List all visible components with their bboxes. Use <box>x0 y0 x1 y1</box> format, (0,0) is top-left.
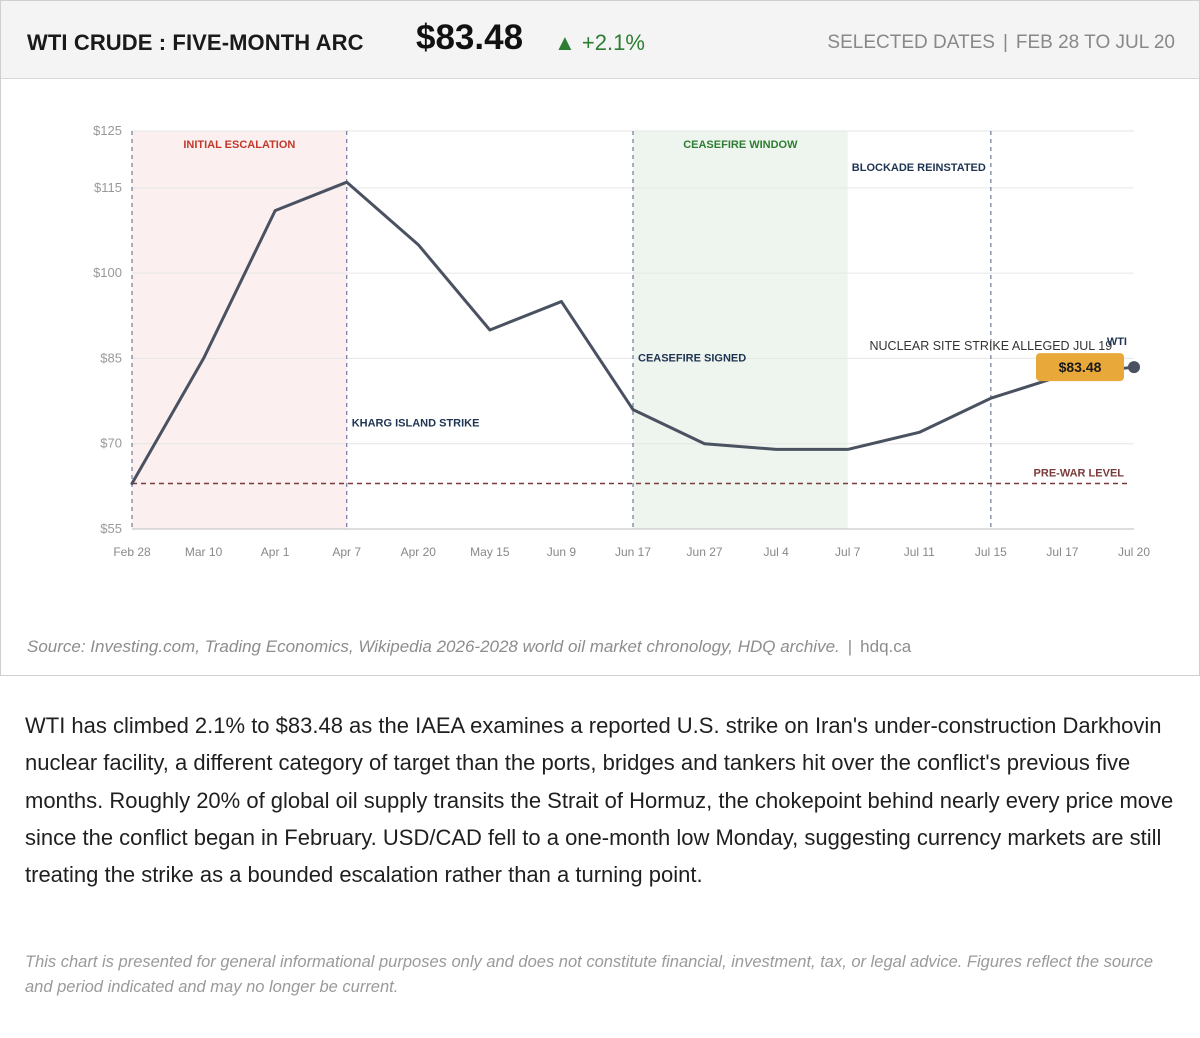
selected-dates: SELECTED DATES | FEB 28 TO JUL 20 <box>827 32 1175 54</box>
x-tick-label: Jul 7 <box>835 545 861 559</box>
band-label-ceasefire: CEASEFIRE WINDOW <box>683 139 798 151</box>
source-separator: | <box>847 637 853 656</box>
source-text: Source: Investing.com, Trading Economics… <box>27 637 840 656</box>
x-tick-label: Jul 4 <box>763 545 789 559</box>
selected-dates-label: SELECTED DATES <box>827 32 995 53</box>
series-line-wti <box>130 180 1136 486</box>
x-tick-label: Apr 20 <box>401 545 437 559</box>
selected-dates-range: FEB 28 TO JUL 20 <box>1015 32 1175 53</box>
x-tick-label: Mar 10 <box>185 545 223 559</box>
chart-title: WTI CRUDE : FIVE-MONTH ARC <box>27 30 364 55</box>
series-label: WTI <box>1107 336 1127 348</box>
dates-separator: | <box>1002 32 1008 53</box>
y-tick-label: $85 <box>100 350 122 365</box>
chart-card: WTI CRUDE : FIVE-MONTH ARC $83.48 ▲ +2.1… <box>0 0 1200 676</box>
event-annotation: CEASEFIRE SIGNED <box>638 352 746 364</box>
source-site: hdq.ca <box>860 637 912 656</box>
price-change: ▲ +2.1% <box>554 30 645 55</box>
last-value-label: $83.48 <box>1059 359 1102 375</box>
x-tick-label: Jul 15 <box>975 545 1007 559</box>
y-tick-label: $125 <box>93 123 122 138</box>
x-tick-label: Apr 1 <box>261 545 290 559</box>
current-price: $83.48 <box>416 18 524 57</box>
y-tick-label: $100 <box>93 265 122 280</box>
x-tick-label: Apr 7 <box>332 545 361 559</box>
article-paragraph: WTI has climbed 2.1% to $83.48 as the IA… <box>25 713 1174 888</box>
band-escalation <box>132 131 347 529</box>
x-tick-label: Jun 27 <box>687 545 723 559</box>
x-tick-label: May 15 <box>470 545 510 559</box>
band-ceasefire <box>633 131 848 529</box>
y-tick-label: $70 <box>100 436 122 451</box>
prewar-label: PRE-WAR LEVEL <box>1034 468 1125 480</box>
chart-header: WTI CRUDE : FIVE-MONTH ARC $83.48 ▲ +2.1… <box>1 1 1199 79</box>
y-tick-label: $55 <box>100 521 122 536</box>
y-tick-label: $115 <box>94 180 122 195</box>
last-value-badge <box>1036 353 1124 382</box>
event-annotation: BLOCKADE REINSTATED <box>852 162 986 174</box>
source-line: Source: Investing.com, Trading Economics… <box>27 637 911 657</box>
x-tick-label: Jun 9 <box>547 545 577 559</box>
x-tick-label: Jul 11 <box>904 545 935 559</box>
price-chart: INITIAL ESCALATION CEASEFIRE WINDOW $55 $70… <box>93 123 1150 559</box>
x-tick-label: Jul 20 <box>1118 545 1150 559</box>
disclaimer: This chart is presented for general info… <box>25 953 1154 996</box>
event-annotation: NUCLEAR SITE STRIKE ALLEGED JUL 19 <box>870 339 1113 353</box>
band-label-escalation: INITIAL ESCALATION <box>183 139 295 151</box>
last-point-marker <box>1128 361 1140 374</box>
x-tick-label: Jul 17 <box>1046 545 1078 559</box>
x-tick-label: Feb 28 <box>113 545 151 559</box>
x-tick-label: Jun 17 <box>615 545 651 559</box>
event-annotation: KHARG ISLAND STRIKE <box>352 418 480 430</box>
